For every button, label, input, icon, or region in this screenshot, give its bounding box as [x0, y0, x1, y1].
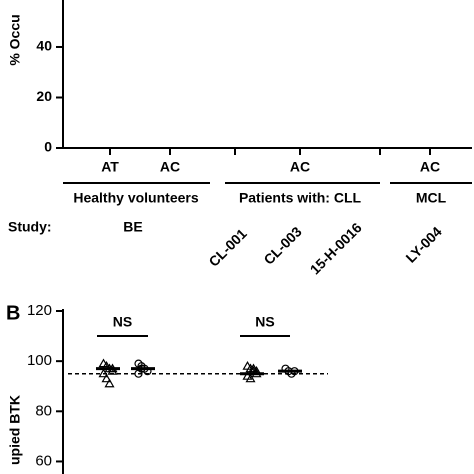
x-tick-label: AC [160, 159, 180, 175]
x-tick-label: AT [101, 159, 119, 175]
study-name: LY-004 [402, 223, 444, 265]
data-point [101, 373, 112, 383]
annotation: NS [113, 314, 132, 330]
panel-label: B [6, 302, 20, 324]
y-tick-label: 100 [27, 352, 52, 369]
y-tick-label: 120 [27, 302, 52, 319]
y-tick-label: 20 [36, 88, 52, 104]
study-name: CL-001 [205, 225, 249, 269]
y-tick-label: 40 [36, 38, 52, 54]
study-name: CL-003 [260, 223, 304, 267]
study-name: 15-H-0016 [307, 219, 365, 277]
x-tick-label: AC [290, 159, 310, 175]
group-label: MCL [416, 190, 447, 206]
y-tick-label: 60 [35, 452, 52, 469]
data-point [245, 373, 256, 383]
y-axis-label: upied BTK [7, 395, 23, 465]
study-label: Study: [8, 219, 52, 235]
y-tick-label: 0 [44, 139, 52, 155]
data-point [107, 365, 118, 375]
x-tick-label: AC [420, 159, 440, 175]
annotation: NS [255, 314, 274, 330]
group-label: Patients with: CLL [239, 190, 362, 206]
study-name: BE [123, 219, 142, 235]
group-label: Healthy volunteers [73, 190, 198, 206]
y-tick-label: 80 [35, 402, 52, 419]
data-point [104, 378, 115, 388]
data-point [98, 368, 109, 378]
y-axis-label: % Occu [7, 14, 23, 65]
